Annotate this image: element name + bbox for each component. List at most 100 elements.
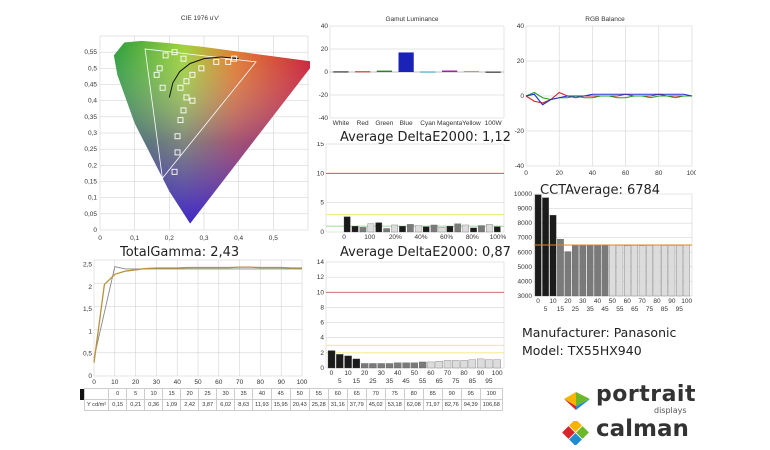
rgb-x-tick: 80 [655,170,663,177]
rgb-title: RGB Balance [585,16,625,23]
gamut-y-tick: -40 [319,115,329,122]
cct-x-tick-2: 45 [601,306,609,313]
cct-bar [601,245,609,297]
calman-wordmark: calman [596,416,689,442]
deg-x-tick-2: 45 [402,378,410,385]
deg-x-tick-2: 25 [369,378,377,385]
gamut-title: Gamut Luminance [385,16,438,23]
table-header-cell: 65 [346,388,367,400]
gamma-x-tick: 40 [174,379,182,386]
cct-x-tick-2: 95 [676,306,684,313]
table-header-cell: 35 [234,388,254,400]
deg-bar [336,354,344,369]
table-cell: 53,18 [384,399,405,411]
cct-bar [586,245,594,297]
dec-x-tick: 0 [342,234,346,241]
calman-logo-icon [562,421,589,445]
cct-x-tick: 40 [594,298,602,305]
table-cell: 15,95 [270,399,291,411]
cct-x-tick-2: 55 [616,306,624,313]
deg-x-tick-2: 55 [419,378,427,385]
table-header-cell: 45 [270,388,291,400]
cie-y-tick: 0 [93,227,97,234]
deg-bar [360,363,369,369]
cct-x-tick: 80 [653,298,661,305]
dec-bar [351,225,359,233]
cie-y-tick: 0,2 [88,162,97,169]
gamma-x-tick: 20 [132,379,140,386]
deg-x-tick: 20 [361,370,369,377]
deg-bar [385,363,394,369]
cie-target-square [183,94,190,101]
gamma-x-tick: 10 [111,379,119,386]
gamma-x-tick: 60 [215,379,223,386]
rgb-y-tick: -20 [515,128,525,135]
gamut-category-label: 100W [485,120,503,127]
cct-bar [653,245,661,297]
gamut-bar [442,70,458,72]
deg-y-tick: 14 [317,259,325,266]
cct-x-tick-2: 5 [544,306,548,313]
cie-y-tick: 0,15 [84,179,97,186]
table-cell: 6,02 [216,399,236,411]
cie-blue-overlay [113,40,310,224]
cct-x-tick-2: 25 [572,306,580,313]
dec-x-tick: 80% [466,234,479,241]
table-header-cell: 15 [162,388,182,400]
deg-y-tick: 12 [317,274,325,281]
deg-x-tick: 60 [427,370,435,377]
deg-bar [460,360,468,369]
table-cell: 20,43 [289,399,310,411]
cct-y-tick: 4000 [518,278,533,285]
dec-x-tick: 100 [364,234,375,241]
dec-bar [407,224,414,233]
deg-x-tick: 50 [411,370,419,377]
table-cell: 0,21 [126,399,146,411]
cct-x-tick-2: 15 [557,306,565,313]
deg-bar [443,360,452,369]
cct-x-tick-2: 85 [661,306,669,313]
gamma-x-tick: 70 [236,379,244,386]
dec-x-tick: 100% [490,234,507,241]
table-cell: 31,16 [327,399,348,411]
gamut-bar [485,71,501,73]
deg-bar [402,362,410,369]
rgb-y-tick: 20 [517,58,525,65]
table-cell: 3,87 [198,399,218,411]
cie-target-square [189,97,196,104]
gamma-reference-line [93,266,302,359]
cie-target-square [159,84,166,91]
gamma-line [93,266,302,363]
deg-x-tick-2: 95 [485,378,493,385]
cie-target-square [183,78,190,85]
deg-x-tick-2: 65 [436,378,444,385]
deltae-gray-title: Average DeltaE2000: 0,87 [340,245,511,260]
cct-bar [542,197,549,297]
cie-target-square [174,149,181,156]
gamut-category-label: Blue [400,120,413,127]
cie-target-square [225,58,232,65]
rgb-x-tick: 100 [687,170,696,177]
table-header-cell: 0 [108,388,128,400]
cct-bar [631,245,639,297]
cie-target-square [180,55,187,62]
gamut-category-label: Green [375,120,393,127]
cie-y-tick: 0,55 [84,49,97,56]
gamut-bar [398,52,414,72]
gamut-category-label: White [333,120,350,127]
table-header-cell: 5 [126,388,146,400]
table-header-row: 0 5 10 15 20 25 30 35 40 45 50 55 60 65 70 75 80 85 90 95 10… [83,388,503,400]
manufacturer-label: Manufacturer: Panasonic [522,325,677,340]
dec-bar [359,227,367,233]
cie-target-square [156,65,163,72]
deg-x-tick: 0 [330,370,334,377]
cie-target-square [177,117,184,124]
dec-bar [486,224,493,233]
cie-target-square [213,58,220,65]
cie-target-square [171,168,178,175]
table-cell: 106,68 [479,399,503,411]
table-marker [80,389,84,400]
table-row-label: Y cd/m² [83,399,110,411]
cie-target-square [177,84,184,91]
deg-bar [493,359,501,369]
